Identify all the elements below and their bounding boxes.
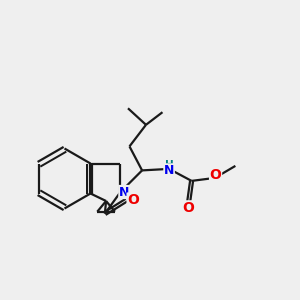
Text: N: N — [119, 185, 129, 199]
Text: H: H — [165, 160, 173, 170]
Text: O: O — [210, 168, 221, 182]
Text: O: O — [183, 201, 194, 215]
Text: N: N — [164, 164, 174, 177]
Text: O: O — [127, 193, 139, 207]
